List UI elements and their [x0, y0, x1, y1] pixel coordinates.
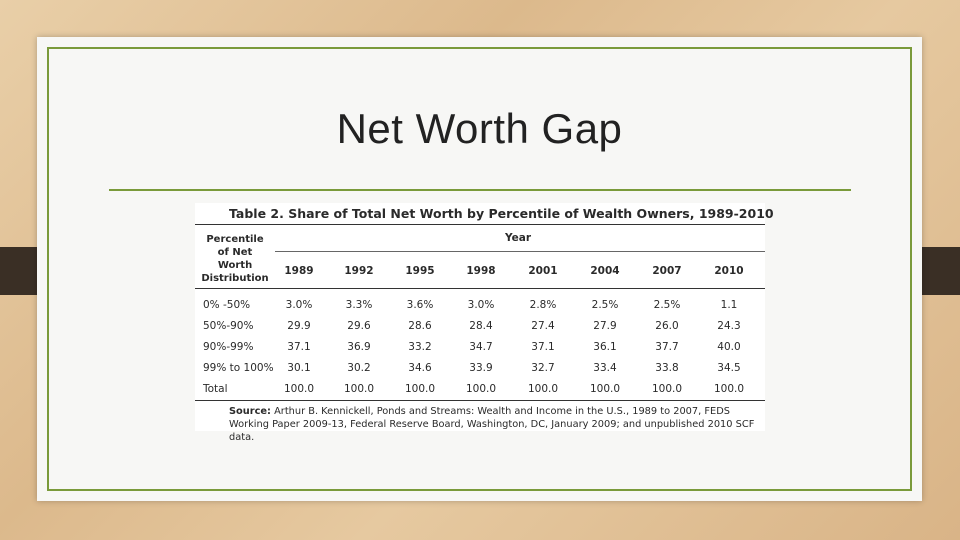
- table-cell: 27.9: [593, 320, 617, 332]
- table-cell: 28.6: [408, 320, 432, 332]
- table-cell: 30.1: [287, 362, 311, 374]
- table-cell: 36.1: [593, 341, 617, 353]
- table-cell: 100.0: [589, 383, 621, 395]
- slide-title: Net Worth Gap: [336, 105, 623, 152]
- table-cell: 34.5: [717, 362, 741, 374]
- percentile-header-line: Distribution: [201, 273, 269, 284]
- table-cell: 3.0%: [285, 299, 313, 311]
- table-cell: 100.0: [404, 383, 436, 395]
- source-label: Source:: [229, 406, 271, 417]
- table-cell: 26.0: [655, 320, 679, 332]
- table-cell: 27.4: [531, 320, 555, 332]
- percentile-header-line: Percentile: [206, 234, 264, 245]
- year-column-header: 2010: [714, 265, 744, 277]
- year-column-header: 1998: [466, 265, 496, 277]
- table-cell: 33.9: [469, 362, 493, 374]
- table-cell: 34.6: [408, 362, 432, 374]
- table-cell: 32.7: [531, 362, 555, 374]
- year-rule: [275, 251, 765, 252]
- row-label: 0% -50%: [203, 299, 251, 311]
- table-cell: 100.0: [465, 383, 497, 395]
- table-cell: 100.0: [651, 383, 683, 395]
- table-cell: 1.1: [720, 299, 738, 311]
- table-cell: 33.4: [593, 362, 617, 374]
- table-top-rule: [195, 224, 765, 225]
- table-cell: 37.1: [287, 341, 311, 353]
- table-cell: 37.7: [655, 341, 679, 353]
- table-cell: 2.8%: [529, 299, 557, 311]
- table-cell: 100.0: [713, 383, 745, 395]
- year-header: Year: [505, 232, 532, 244]
- table-cell: 3.0%: [467, 299, 495, 311]
- table-cell: 33.2: [408, 341, 432, 353]
- table-cell: 100.0: [283, 383, 315, 395]
- table-cell: 3.6%: [406, 299, 434, 311]
- table-cell: 2.5%: [591, 299, 619, 311]
- title-divider: [109, 189, 851, 191]
- table-cell: 34.7: [469, 341, 493, 353]
- table-cell: 33.8: [655, 362, 679, 374]
- table-bottom-rule: [195, 400, 765, 401]
- row-label: 99% to 100%: [203, 362, 274, 374]
- table-cell: 100.0: [343, 383, 375, 395]
- table-cell: 100.0: [527, 383, 559, 395]
- slide: Net Worth Gap Table 2. Share of Total Ne…: [37, 37, 922, 501]
- table-cell: 30.2: [347, 362, 371, 374]
- percentile-header-line: of Net: [217, 247, 253, 258]
- table-cell: 2.5%: [653, 299, 681, 311]
- row-label: 90%-99%: [203, 341, 254, 353]
- percentile-header: Percentile of Net Worth Distribution: [197, 233, 273, 285]
- year-column-header: 1995: [405, 265, 435, 277]
- table-cell: 28.4: [469, 320, 493, 332]
- row-label: 50%-90%: [203, 320, 254, 332]
- year-column-header: 2004: [590, 265, 620, 277]
- header-bottom-rule: [195, 288, 765, 289]
- year-column-header: 2001: [528, 265, 558, 277]
- table-cell: 37.1: [531, 341, 555, 353]
- table-cell: 40.0: [717, 341, 741, 353]
- table-cell: 36.9: [347, 341, 371, 353]
- slide-frame: [47, 47, 912, 491]
- year-column-header: 1992: [344, 265, 374, 277]
- year-column-header: 2007: [652, 265, 682, 277]
- source-text: Arthur B. Kennickell, Ponds and Streams:…: [229, 406, 755, 443]
- table-cell: 29.9: [287, 320, 311, 332]
- table-caption: Table 2. Share of Total Net Worth by Per…: [229, 206, 774, 221]
- net-worth-table: Table 2. Share of Total Net Worth by Per…: [195, 203, 774, 443]
- row-label: Total: [203, 383, 228, 395]
- table-cell: 24.3: [717, 320, 741, 332]
- table-source: Source: Arthur B. Kennickell, Ponds and …: [229, 405, 759, 444]
- table-cell: 29.6: [347, 320, 371, 332]
- percentile-header-line: Worth: [217, 260, 253, 271]
- year-column-header: 1989: [284, 265, 314, 277]
- table-cell: 3.3%: [345, 299, 373, 311]
